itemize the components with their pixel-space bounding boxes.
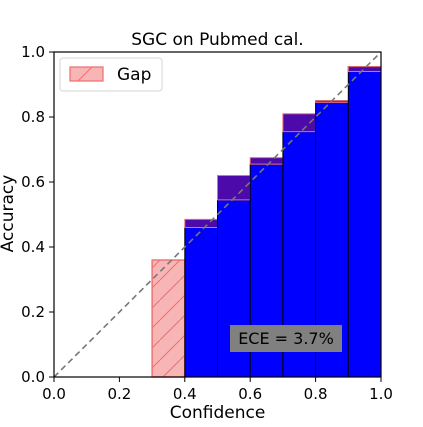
perfect-calibration-line [53, 51, 382, 378]
x-tick-label: 0.0 [42, 385, 66, 403]
accuracy-bar-1 [184, 227, 219, 378]
legend-label: Gap [117, 65, 151, 85]
accuracy-bar-6 [347, 66, 382, 378]
x-axis-label: Confidence [170, 403, 266, 423]
y-axis-label: Accuracy [0, 175, 18, 253]
x-tick-label: 0.4 [173, 385, 197, 403]
y-tick-label: 0.2 [21, 303, 45, 321]
gap-bar-6 [347, 66, 382, 72]
legend-swatch-hatch [77, 66, 93, 82]
y-tick-label: 0.4 [21, 238, 45, 256]
y-tick-label: 0.8 [21, 108, 45, 126]
ece-annotation-box [230, 325, 342, 352]
y-tick-label: 1.0 [21, 43, 45, 61]
y-tick-label: 0.6 [21, 173, 45, 191]
legend-box [59, 57, 163, 92]
y-tick-label: 0.0 [21, 368, 45, 386]
chart-title: SGC on Pubmed cal. [131, 30, 303, 50]
gap-bar-2 [217, 175, 251, 201]
gap-bar-hatch-0 [152, 260, 185, 377]
plot-frame [53, 51, 382, 378]
x-tick-label: 0.6 [238, 385, 262, 403]
x-tick-label: 1.0 [369, 385, 393, 403]
x-tick-label: 0.2 [107, 385, 131, 403]
gap-bar-1 [184, 218, 219, 228]
x-tick-label: 0.8 [304, 385, 328, 403]
gap-bar-3 [249, 157, 284, 165]
legend-swatch-gap [69, 66, 104, 82]
ece-annotation: ECE = 3.7% [238, 329, 334, 348]
